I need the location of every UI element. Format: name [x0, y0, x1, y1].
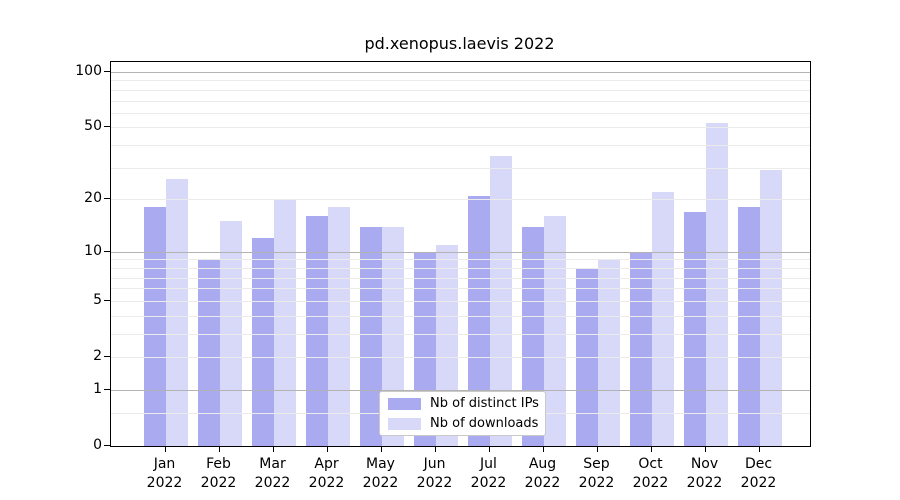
legend-item-distinct-ips: Nb of distinct IPs: [388, 395, 539, 412]
gridline-minor: [111, 288, 810, 290]
legend-swatch-downloads: [388, 417, 421, 430]
y-tick-label: 50: [84, 118, 102, 135]
bar-downloads-Apr-2022: [327, 207, 350, 446]
x-tick-label: Jul 2022: [470, 456, 507, 491]
x-tick-mark: [596, 446, 598, 452]
x-tick-mark: [380, 446, 382, 452]
gridline-minor: [111, 277, 810, 279]
x-tick-mark: [164, 446, 166, 452]
y-tick-mark: [104, 198, 110, 200]
x-tick-label: Dec 2022: [740, 456, 777, 491]
chart-title: pd.xenopus.laevis 2022: [364, 34, 555, 53]
x-tick-label: May 2022: [362, 456, 399, 491]
gridline-minor: [111, 315, 810, 317]
gridline-minor: [111, 80, 810, 82]
bar-downloads-Aug-2022: [543, 216, 566, 446]
grid-layer: [111, 62, 810, 446]
gridline-minor: [111, 300, 810, 302]
x-tick-label: Jun 2022: [416, 456, 453, 491]
bar-distinct-ips-Nov-2022: [683, 211, 706, 446]
gridline-major: [111, 72, 810, 73]
y-tick-label: 5: [93, 291, 102, 308]
bars-layer: [111, 62, 810, 446]
bar-downloads-Jan-2022: [165, 178, 188, 446]
y-tick-mark: [104, 445, 110, 446]
x-tick-mark: [542, 446, 544, 452]
y-tick-mark: [104, 299, 110, 301]
y-tick-label: 2: [93, 348, 102, 364]
y-tick-mark: [104, 250, 110, 252]
x-tick-mark: [650, 446, 652, 452]
x-tick-mark: [758, 446, 760, 452]
bar-distinct-ips-Apr-2022: [305, 216, 328, 446]
legend-swatch-distinct-ips: [388, 397, 421, 410]
gridline-major: [111, 251, 810, 253]
x-tick-label: Mar 2022: [254, 456, 291, 491]
legend: Nb of distinct IPs Nb of downloads: [379, 391, 546, 436]
bar-distinct-ips-Sep-2022: [575, 267, 598, 446]
x-tick-label: Oct 2022: [632, 456, 669, 491]
gridline-minor: [111, 100, 810, 102]
y-tick-label: 10: [84, 242, 102, 259]
x-tick-mark: [218, 446, 220, 452]
x-tick-mark: [704, 446, 706, 452]
y-tick-label: 20: [84, 190, 102, 207]
y-tick-mark: [104, 356, 110, 357]
bar-distinct-ips-Mar-2022: [251, 238, 274, 446]
gridline-minor: [111, 167, 810, 169]
bar-downloads-Nov-2022: [705, 122, 728, 446]
x-tick-label: Nov 2022: [686, 456, 723, 491]
gridline-minor: [111, 112, 810, 114]
bar-distinct-ips-Oct-2022: [629, 251, 652, 446]
gridline-minor: [111, 333, 810, 335]
legend-label-distinct-ips: Nb of distinct IPs: [430, 396, 539, 411]
legend-label-downloads: Nb of downloads: [430, 416, 539, 431]
y-tick-mark: [104, 71, 110, 72]
bar-distinct-ips-Feb-2022: [197, 259, 220, 446]
x-tick-label: Jan 2022: [146, 456, 183, 491]
y-tick-mark: [104, 388, 110, 390]
y-tick-label: 0: [93, 437, 102, 453]
x-tick-mark: [434, 446, 436, 452]
gridline-minor: [111, 259, 810, 261]
x-tick-mark: [326, 446, 328, 452]
plot-area: [110, 61, 811, 447]
x-tick-label: Feb 2022: [200, 456, 237, 491]
x-tick-label: Sep 2022: [578, 456, 615, 491]
gridline-minor: [111, 127, 810, 129]
bar-downloads-Mar-2022: [273, 199, 296, 446]
y-tick-label: 100: [75, 63, 102, 79]
gridline-minor: [111, 357, 810, 358]
bar-downloads-Sep-2022: [597, 259, 620, 446]
y-tick-mark: [104, 126, 110, 128]
x-tick-mark: [272, 446, 274, 452]
x-tick-mark: [488, 446, 490, 452]
x-tick-label: Aug 2022: [524, 456, 561, 491]
gridline-minor: [111, 89, 810, 91]
bar-distinct-ips-Jan-2022: [143, 207, 166, 446]
bar-distinct-ips-Dec-2022: [737, 207, 760, 446]
legend-item-downloads: Nb of downloads: [388, 415, 539, 432]
gridline-minor: [111, 267, 810, 269]
gridline-minor: [111, 145, 810, 147]
bar-downloads-Oct-2022: [651, 191, 674, 446]
x-tick-label: Apr 2022: [308, 456, 345, 491]
gridline-minor: [111, 199, 810, 201]
y-tick-label: 1: [93, 380, 102, 397]
bar-downloads-Dec-2022: [759, 170, 782, 446]
bar-downloads-Feb-2022: [219, 221, 242, 446]
